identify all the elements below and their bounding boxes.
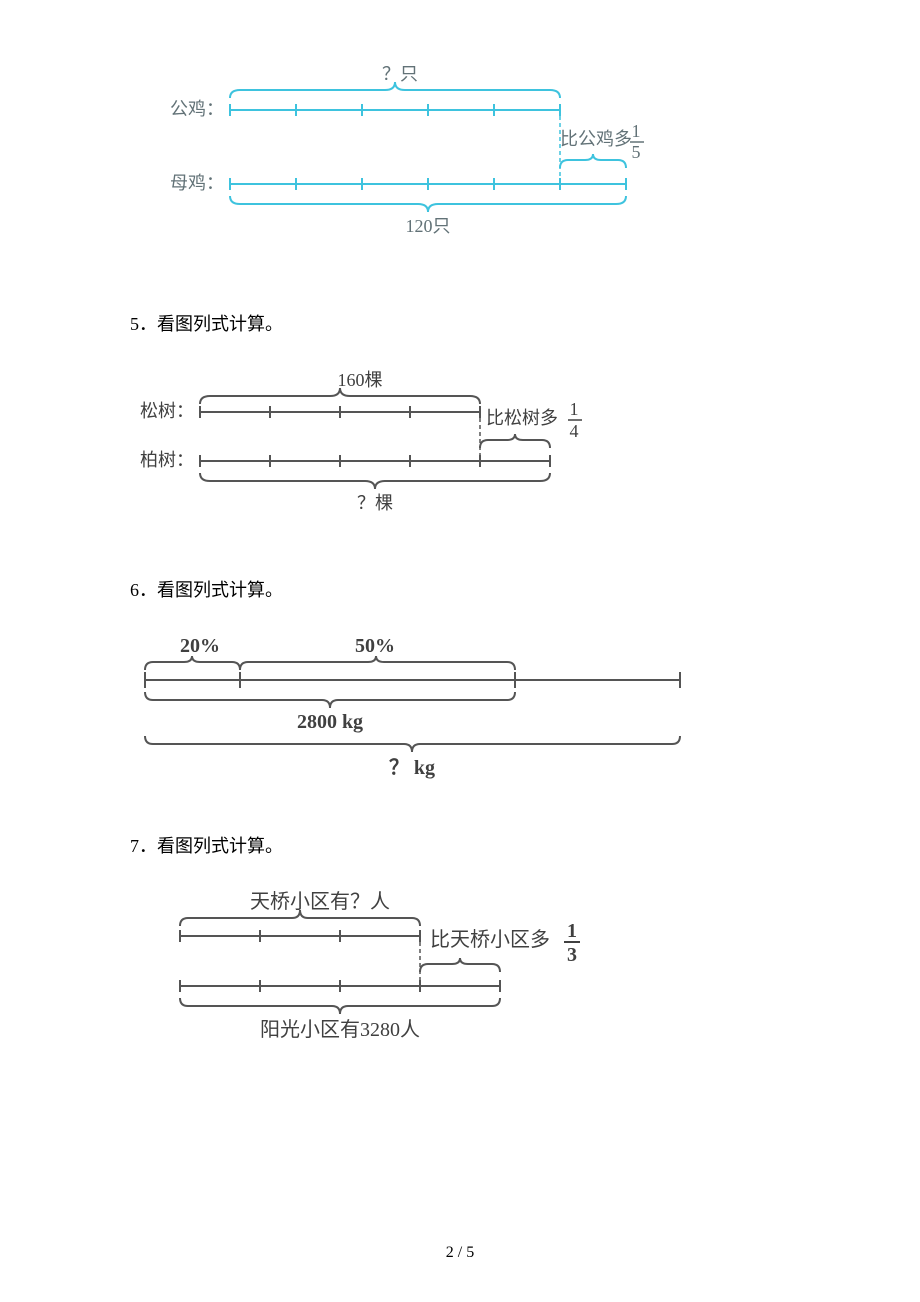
q7-right-pre: 比天桥小区多 (430, 928, 550, 951)
q6-seg1-label: 20% (180, 635, 220, 657)
q6-heading: 6．看图列式计算。 (130, 576, 790, 602)
q5-top-label: 160棵 (338, 370, 383, 390)
q7-frac-den: 3 (567, 944, 577, 966)
q4-extra-brace (560, 154, 626, 168)
q5-left-bottom: 柏树： (140, 450, 194, 470)
q4-svg: ？只 公鸡： 比公鸡多 1 5 母鸡： (160, 60, 660, 260)
q7-svg: 天桥小区有？人 比天桥小区多 1 3 阳光小区有3280人 (160, 888, 680, 1048)
q6-seg2-label: 50% (355, 635, 395, 657)
q5-top-brace (200, 388, 480, 404)
q4-frac-den: 5 (632, 142, 641, 162)
q5-right-pre: 比松树多 (486, 408, 558, 428)
q7-diagram: 天桥小区有？人 比天桥小区多 1 3 阳光小区有3280人 (160, 888, 790, 1048)
q5-extra-brace (480, 434, 550, 448)
q4-top-brace (230, 82, 560, 98)
q5-left-top: 松树： (140, 401, 194, 421)
q5-frac-num: 1 (570, 399, 579, 419)
q4-right-pre: 比公鸡多 (560, 129, 632, 149)
q6-bottom-label: ？ kg (389, 757, 435, 779)
q7-top-label: 天桥小区有？人 (250, 890, 390, 913)
q7-frac-num: 1 (567, 920, 577, 942)
q5-bottom-label: ？棵 (357, 493, 393, 513)
q5-frac-den: 4 (570, 421, 579, 441)
q4-top-label: ？只 (382, 64, 418, 84)
q4-left-bottom: 母鸡： (170, 173, 224, 193)
q4-bottom-label: 120只 (406, 216, 451, 236)
q5-bottom-brace (200, 473, 550, 489)
page-body: ？只 公鸡： 比公鸡多 1 5 母鸡： (0, 0, 920, 1138)
q5-diagram: 160棵 松树： 比松树多 1 4 柏树： (130, 366, 790, 526)
q7-bottom-label: 阳光小区有3280人 (260, 1018, 420, 1041)
q6-svg: 20% 50% 2800 kg ？ kg (130, 632, 690, 782)
q4-left-top: 公鸡： (170, 99, 224, 119)
q4-frac-num: 1 (632, 121, 641, 141)
q5-heading: 5．看图列式计算。 (130, 310, 790, 336)
q4-bottom-brace (230, 196, 626, 212)
q6-mid-label: 2800 kg (297, 711, 363, 733)
q6-diagram: 20% 50% 2800 kg ？ kg (130, 632, 790, 782)
q7-heading: 7．看图列式计算。 (130, 832, 790, 858)
q4-diagram: ？只 公鸡： 比公鸡多 1 5 母鸡： (160, 60, 790, 260)
q5-svg: 160棵 松树： 比松树多 1 4 柏树： (130, 366, 650, 526)
page-footer: 2 / 5 (0, 1244, 920, 1262)
